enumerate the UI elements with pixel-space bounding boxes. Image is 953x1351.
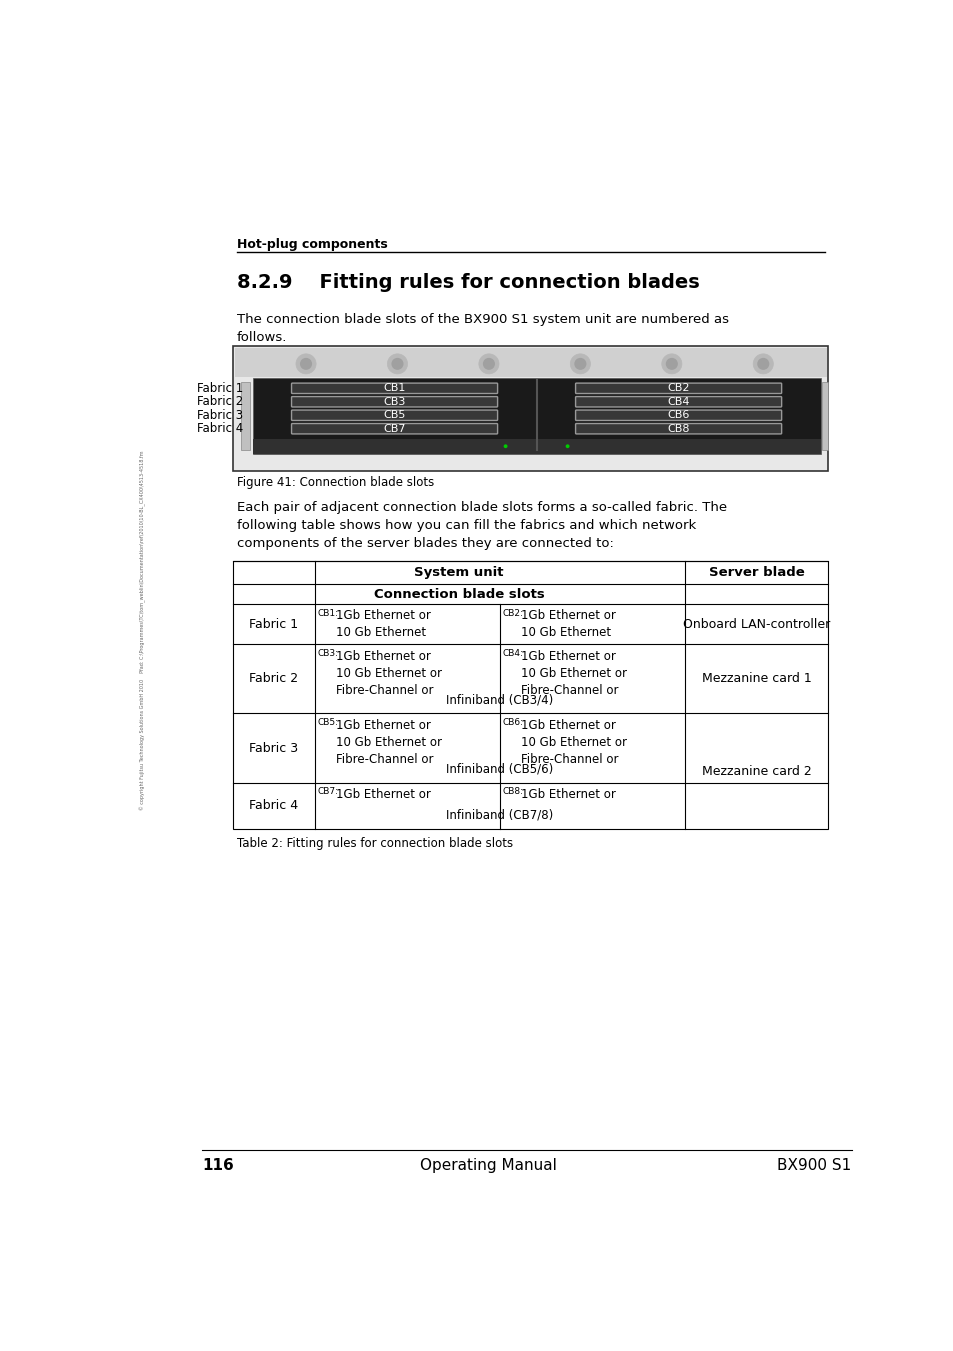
Text: 1Gb Ethernet or
10 Gb Ethernet or
Fibre-Channel or: 1Gb Ethernet or 10 Gb Ethernet or Fibre-… bbox=[335, 719, 442, 766]
Text: Figure 41: Connection blade slots: Figure 41: Connection blade slots bbox=[236, 477, 434, 489]
Text: Onboard LAN-controller: Onboard LAN-controller bbox=[682, 617, 829, 631]
Circle shape bbox=[574, 358, 586, 370]
Circle shape bbox=[565, 444, 569, 449]
Text: 1Gb Ethernet or
10 Gb Ethernet: 1Gb Ethernet or 10 Gb Ethernet bbox=[521, 609, 616, 639]
Bar bbox=[253, 439, 820, 454]
Text: 8.2.9    Fitting rules for connection blades: 8.2.9 Fitting rules for connection blade… bbox=[236, 273, 700, 292]
Text: Mezzanine card 1: Mezzanine card 1 bbox=[701, 673, 811, 685]
Text: Fabric 1: Fabric 1 bbox=[196, 382, 243, 394]
Text: CB8: CB8 bbox=[667, 424, 689, 434]
Bar bbox=[233, 561, 827, 830]
Text: Connection blade slots: Connection blade slots bbox=[374, 588, 544, 601]
Text: BX900 S1: BX900 S1 bbox=[777, 1158, 851, 1173]
FancyBboxPatch shape bbox=[292, 423, 497, 434]
Circle shape bbox=[661, 354, 681, 374]
Text: CB1:: CB1: bbox=[317, 609, 338, 617]
FancyBboxPatch shape bbox=[292, 411, 497, 420]
Text: Server blade: Server blade bbox=[708, 566, 803, 580]
Bar bbox=[234, 347, 826, 377]
Circle shape bbox=[665, 358, 678, 370]
Text: CB7:: CB7: bbox=[317, 788, 338, 796]
Text: Infiniband (CB3/4): Infiniband (CB3/4) bbox=[446, 693, 553, 707]
Text: CB3:: CB3: bbox=[317, 648, 338, 658]
FancyBboxPatch shape bbox=[575, 384, 781, 393]
Text: CB4:: CB4: bbox=[502, 648, 523, 658]
Text: Fabric 2: Fabric 2 bbox=[196, 396, 243, 408]
Text: Each pair of adjacent connection blade slots forms a so-called fabric. The
follo: Each pair of adjacent connection blade s… bbox=[236, 501, 726, 550]
Circle shape bbox=[299, 358, 312, 370]
Text: CB3: CB3 bbox=[383, 397, 405, 407]
Text: Infiniband (CB7/8): Infiniband (CB7/8) bbox=[446, 809, 553, 821]
Text: 116: 116 bbox=[202, 1158, 233, 1173]
Circle shape bbox=[478, 354, 498, 374]
FancyBboxPatch shape bbox=[292, 384, 497, 393]
Text: CB5: CB5 bbox=[383, 411, 405, 420]
Text: CB6: CB6 bbox=[667, 411, 689, 420]
Text: 1Gb Ethernet or
10 Gb Ethernet or
Fibre-Channel or: 1Gb Ethernet or 10 Gb Ethernet or Fibre-… bbox=[521, 719, 627, 766]
FancyBboxPatch shape bbox=[292, 397, 497, 407]
Text: CB6:: CB6: bbox=[502, 719, 523, 727]
Text: The connection blade slots of the BX900 S1 system unit are numbered as
follows.: The connection blade slots of the BX900 … bbox=[236, 313, 728, 345]
Text: Fabric 4: Fabric 4 bbox=[196, 423, 243, 435]
Circle shape bbox=[387, 354, 407, 374]
Bar bbox=[253, 378, 820, 454]
Text: 1Gb Ethernet or: 1Gb Ethernet or bbox=[521, 788, 616, 801]
Text: 1Gb Ethernet or
10 Gb Ethernet: 1Gb Ethernet or 10 Gb Ethernet bbox=[335, 609, 431, 639]
Text: Fabric 3: Fabric 3 bbox=[197, 409, 243, 422]
Text: © copyright Fujitsu Technology Solutions GmbH 2010    Pfad: C:\Programmes\TC\tom: © copyright Fujitsu Technology Solutions… bbox=[139, 450, 146, 811]
Text: CB8:: CB8: bbox=[502, 788, 523, 796]
FancyBboxPatch shape bbox=[575, 397, 781, 407]
Circle shape bbox=[503, 444, 507, 449]
Text: CB2:: CB2: bbox=[502, 609, 523, 617]
Bar bbox=[233, 346, 827, 471]
Circle shape bbox=[570, 354, 590, 374]
Text: Infiniband (CB5/6): Infiniband (CB5/6) bbox=[446, 763, 553, 775]
Text: Operating Manual: Operating Manual bbox=[420, 1158, 557, 1173]
Text: Table 2: Fitting rules for connection blade slots: Table 2: Fitting rules for connection bl… bbox=[236, 836, 513, 850]
Bar bbox=[241, 382, 250, 450]
Circle shape bbox=[295, 354, 315, 374]
Text: Mezzanine card 2: Mezzanine card 2 bbox=[701, 765, 811, 778]
Text: CB2: CB2 bbox=[667, 384, 689, 393]
Text: CB7: CB7 bbox=[383, 424, 405, 434]
Circle shape bbox=[753, 354, 773, 374]
Circle shape bbox=[482, 358, 495, 370]
Text: System unit: System unit bbox=[414, 566, 503, 580]
Text: Hot-plug components: Hot-plug components bbox=[236, 238, 387, 251]
Circle shape bbox=[391, 358, 403, 370]
Text: Fabric 2: Fabric 2 bbox=[249, 673, 298, 685]
Text: 1Gb Ethernet or
10 Gb Ethernet or
Fibre-Channel or: 1Gb Ethernet or 10 Gb Ethernet or Fibre-… bbox=[335, 650, 442, 697]
Circle shape bbox=[757, 358, 768, 370]
Text: Fabric 4: Fabric 4 bbox=[249, 800, 298, 812]
Text: 1Gb Ethernet or
10 Gb Ethernet or
Fibre-Channel or: 1Gb Ethernet or 10 Gb Ethernet or Fibre-… bbox=[521, 650, 627, 697]
FancyBboxPatch shape bbox=[575, 423, 781, 434]
Text: Fabric 1: Fabric 1 bbox=[249, 617, 298, 631]
Text: CB5:: CB5: bbox=[317, 719, 338, 727]
FancyBboxPatch shape bbox=[575, 411, 781, 420]
Text: 1Gb Ethernet or: 1Gb Ethernet or bbox=[335, 788, 431, 801]
Bar bbox=[821, 382, 827, 450]
Text: CB1: CB1 bbox=[383, 384, 405, 393]
Text: Fabric 3: Fabric 3 bbox=[249, 742, 298, 755]
Text: CB4: CB4 bbox=[667, 397, 689, 407]
